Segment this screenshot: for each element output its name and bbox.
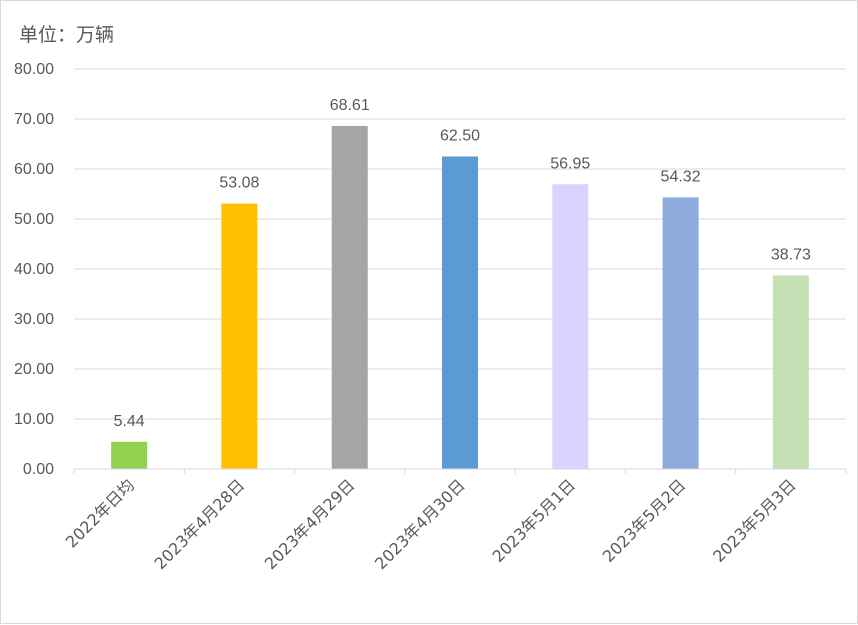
bar — [111, 441, 148, 469]
bar — [221, 203, 258, 469]
bar — [662, 197, 699, 469]
data-label: 68.61 — [330, 97, 370, 114]
y-tick-label: 40.00 — [14, 261, 54, 278]
category-label: 2022年日均 — [62, 475, 138, 551]
category-label: 2023年5月1日 — [489, 475, 580, 566]
bar — [442, 156, 478, 469]
unit-label: 单位：万辆 — [19, 24, 115, 46]
category-label: 2023年4月30日 — [371, 475, 469, 573]
bar — [552, 184, 589, 469]
bar — [772, 275, 809, 469]
category-label: 2023年4月28日 — [150, 475, 248, 573]
data-label: 62.50 — [440, 128, 480, 145]
data-label: 5.44 — [114, 413, 145, 430]
y-tick-label: 20.00 — [14, 361, 54, 378]
y-tick-label: 0.00 — [23, 461, 54, 478]
data-label: 54.32 — [661, 168, 701, 185]
bars — [111, 125, 809, 469]
y-tick-label: 60.00 — [14, 161, 54, 178]
data-label: 38.73 — [771, 246, 811, 263]
data-label: 53.08 — [219, 175, 259, 192]
y-tick-label: 30.00 — [14, 311, 54, 328]
bar — [331, 125, 368, 469]
category-label: 2023年4月29日 — [261, 475, 359, 573]
y-tick-label: 70.00 — [14, 111, 54, 128]
y-tick-label: 50.00 — [14, 211, 54, 228]
y-tick-label: 10.00 — [14, 411, 54, 428]
category-label: 2023年5月2日 — [599, 475, 690, 566]
axes — [73, 468, 847, 474]
category-label: 2023年5月3日 — [709, 475, 800, 566]
y-tick-label: 80.00 — [14, 61, 54, 78]
data-label: 56.95 — [550, 155, 590, 172]
